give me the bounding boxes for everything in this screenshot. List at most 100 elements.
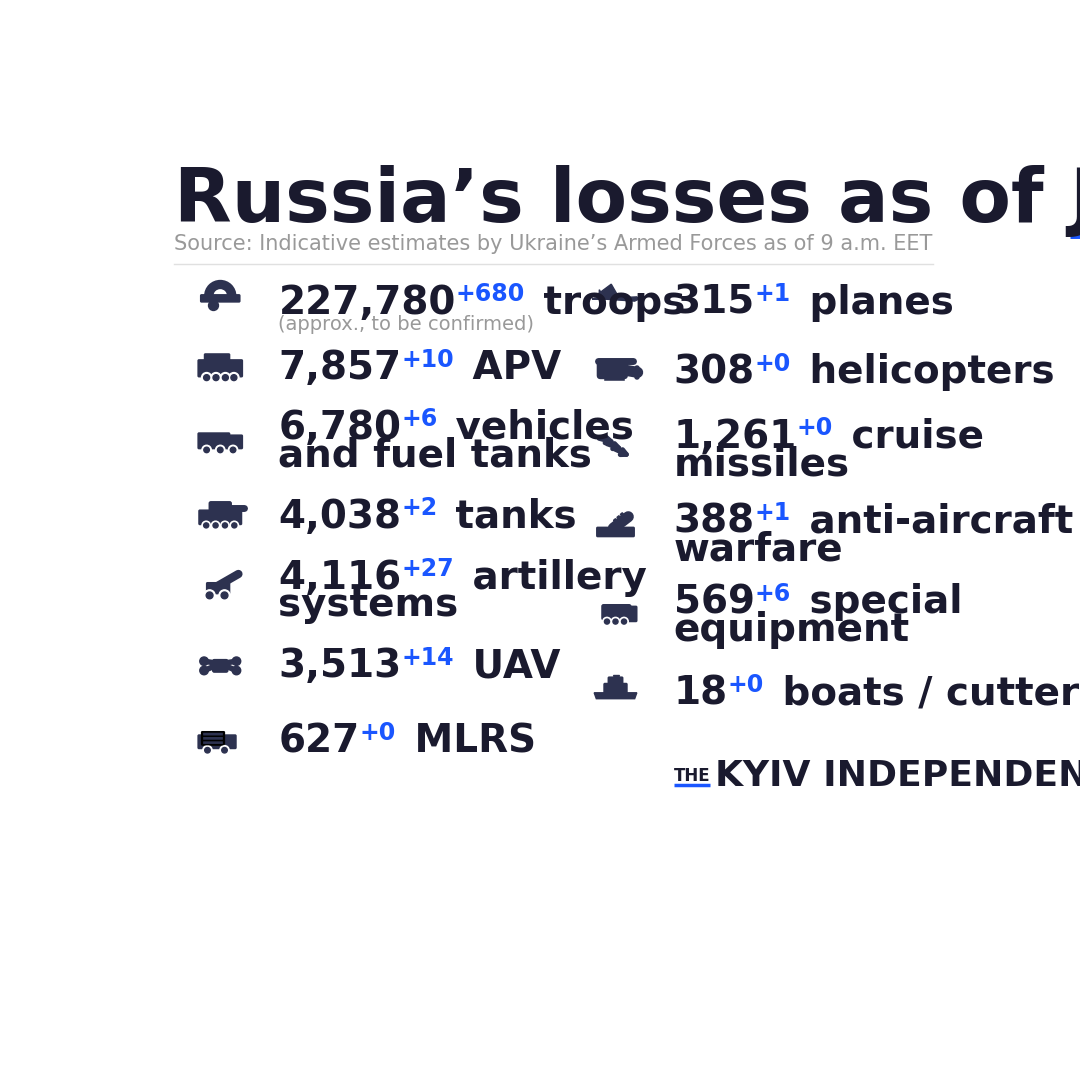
Circle shape — [202, 445, 212, 455]
FancyBboxPatch shape — [202, 737, 224, 741]
Circle shape — [232, 523, 237, 528]
Text: cruise: cruise — [838, 418, 984, 456]
Circle shape — [204, 523, 208, 528]
FancyBboxPatch shape — [596, 527, 635, 538]
Bar — [620, 513, 626, 519]
Text: 18: 18 — [674, 674, 728, 712]
Text: Russia’s losses as of: Russia’s losses as of — [174, 165, 1069, 238]
Circle shape — [213, 523, 218, 528]
Text: 6,780: 6,780 — [279, 408, 402, 447]
Text: tanks: tanks — [442, 498, 577, 536]
FancyBboxPatch shape — [597, 360, 627, 379]
Text: +0: +0 — [755, 352, 791, 376]
Circle shape — [216, 445, 225, 455]
Circle shape — [204, 590, 215, 600]
FancyBboxPatch shape — [202, 731, 225, 737]
FancyBboxPatch shape — [604, 683, 627, 694]
Circle shape — [220, 522, 229, 529]
Text: +10: +10 — [402, 348, 454, 372]
Circle shape — [229, 373, 239, 382]
Text: 4,116: 4,116 — [279, 558, 402, 597]
Text: artillery: artillery — [459, 558, 647, 597]
Text: anti-aircraft: anti-aircraft — [796, 502, 1072, 540]
Text: +0: +0 — [728, 673, 764, 697]
Text: planes: planes — [796, 284, 954, 322]
Polygon shape — [592, 297, 639, 301]
Text: warfare: warfare — [674, 530, 843, 568]
Text: THE: THE — [674, 768, 711, 785]
Text: +27: +27 — [402, 557, 454, 581]
FancyBboxPatch shape — [199, 510, 242, 525]
Wedge shape — [204, 280, 237, 296]
Text: special: special — [796, 583, 962, 621]
Text: equipment: equipment — [674, 611, 909, 649]
Circle shape — [200, 666, 208, 675]
Text: 1,261: 1,261 — [674, 418, 797, 456]
Text: +14: +14 — [402, 646, 454, 670]
Circle shape — [217, 447, 224, 453]
Bar — [617, 516, 623, 523]
Text: systems: systems — [279, 586, 459, 624]
FancyBboxPatch shape — [206, 582, 230, 594]
Circle shape — [603, 618, 611, 625]
Circle shape — [232, 666, 241, 675]
Circle shape — [202, 522, 211, 529]
Circle shape — [222, 523, 228, 528]
Text: 4,038: 4,038 — [279, 498, 402, 536]
FancyBboxPatch shape — [202, 732, 224, 737]
Text: June 29: June 29 — [1069, 165, 1080, 238]
Circle shape — [212, 522, 220, 529]
Text: boats / cutters: boats / cutters — [769, 674, 1080, 712]
Circle shape — [221, 592, 228, 598]
Text: APV: APV — [459, 349, 561, 388]
Text: 227,780: 227,780 — [279, 284, 456, 322]
Polygon shape — [599, 289, 605, 299]
Circle shape — [222, 375, 228, 380]
Text: 7,857: 7,857 — [279, 349, 402, 388]
Circle shape — [621, 619, 626, 624]
Circle shape — [232, 657, 241, 665]
Circle shape — [206, 592, 213, 598]
Text: UAV: UAV — [459, 647, 561, 686]
FancyBboxPatch shape — [208, 501, 232, 514]
Text: 315: 315 — [674, 284, 755, 322]
Text: 388: 388 — [674, 502, 755, 540]
Circle shape — [219, 590, 230, 600]
Polygon shape — [594, 284, 620, 299]
Circle shape — [613, 619, 618, 624]
Text: helicopters: helicopters — [796, 353, 1054, 391]
Circle shape — [231, 375, 237, 380]
Text: +1: +1 — [755, 501, 791, 525]
Text: KYIV INDEPENDENT: KYIV INDEPENDENT — [715, 759, 1080, 794]
Circle shape — [230, 447, 235, 453]
Circle shape — [220, 373, 230, 382]
Text: and fuel tanks: and fuel tanks — [279, 436, 592, 474]
Circle shape — [211, 373, 221, 382]
Text: vehicles: vehicles — [443, 408, 634, 447]
Text: 569: 569 — [674, 583, 755, 621]
Text: troops: troops — [529, 284, 685, 322]
FancyBboxPatch shape — [198, 432, 230, 449]
FancyBboxPatch shape — [212, 659, 229, 673]
Circle shape — [204, 447, 210, 453]
Circle shape — [220, 745, 229, 755]
Text: 3,513: 3,513 — [279, 647, 402, 686]
Circle shape — [611, 618, 620, 625]
Polygon shape — [594, 692, 637, 699]
FancyBboxPatch shape — [608, 676, 623, 686]
FancyBboxPatch shape — [202, 741, 224, 744]
FancyBboxPatch shape — [198, 360, 243, 378]
Text: MLRS: MLRS — [401, 723, 536, 760]
Circle shape — [202, 373, 212, 382]
Text: +1: +1 — [755, 282, 791, 307]
Circle shape — [213, 375, 219, 380]
Text: +2: +2 — [402, 497, 437, 521]
FancyBboxPatch shape — [602, 604, 632, 621]
Text: +6: +6 — [402, 407, 437, 431]
Circle shape — [620, 618, 629, 625]
Text: +0: +0 — [797, 417, 833, 441]
Text: missiles: missiles — [674, 446, 850, 484]
FancyBboxPatch shape — [200, 294, 241, 302]
Circle shape — [228, 445, 238, 455]
Text: +6: +6 — [755, 582, 791, 606]
